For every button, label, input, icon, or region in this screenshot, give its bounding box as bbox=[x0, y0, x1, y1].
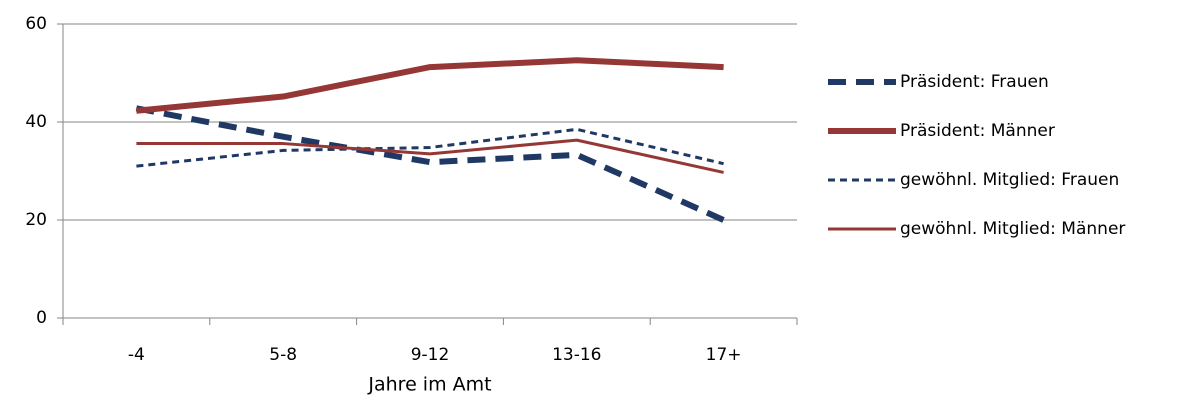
x-tick-label: -4 bbox=[128, 345, 145, 365]
legend-label: gewöhnl. Mitglied: Frauen bbox=[900, 170, 1119, 190]
x-tick-label: 13-16 bbox=[552, 345, 601, 365]
y-tick-label: 20 bbox=[25, 210, 47, 230]
x-axis-title: Jahre im Amt bbox=[367, 374, 491, 396]
y-tick-label: 60 bbox=[25, 14, 47, 34]
series-line bbox=[136, 127, 724, 168]
series-line bbox=[135, 105, 725, 223]
series-line bbox=[136, 57, 724, 114]
legend-label: Präsident: Frauen bbox=[900, 72, 1049, 92]
legend-label: gewöhnl. Mitglied: Männer bbox=[900, 219, 1125, 239]
y-tick-label: 40 bbox=[25, 112, 47, 132]
x-tick-label: 17+ bbox=[706, 345, 742, 365]
x-tick-label: 9-12 bbox=[411, 345, 450, 365]
x-tick-label: 5-8 bbox=[269, 345, 297, 365]
y-tick-label: 0 bbox=[36, 308, 47, 328]
legend-label: Präsident: Männer bbox=[900, 121, 1055, 141]
series-line bbox=[136, 138, 724, 174]
